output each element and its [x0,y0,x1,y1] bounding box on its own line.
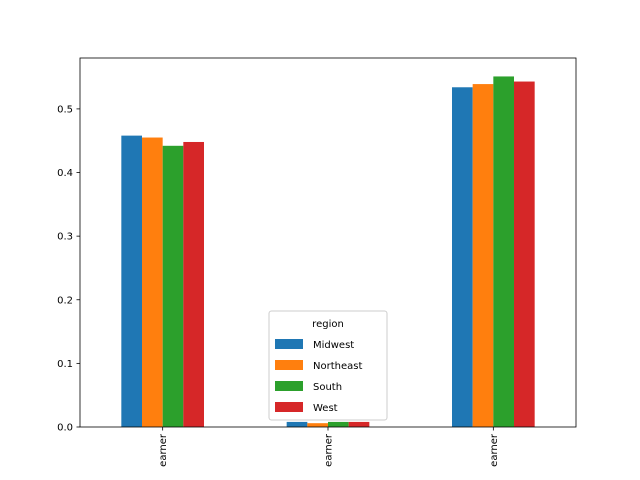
x-tick-label-2: earner [489,433,500,467]
y-tick-label-5: 0.5 [57,104,73,115]
x-tick-label-1: earner [324,433,335,467]
bar-northeast-2 [472,84,494,427]
y-tick-label-0: 0.0 [57,423,73,434]
legend-swatch-south [275,381,303,391]
bar-northeast-0 [142,137,163,427]
legend-label-northeast: Northeast [313,361,362,372]
bar-northeast-1 [307,423,328,427]
bar-west-0 [183,141,204,428]
bar-midwest-2 [452,87,473,428]
y-tick-label-4: 0.4 [57,168,73,179]
legend-label-south: South [313,382,342,393]
legend: region Midwest Northeast South West [268,310,388,421]
bar-south-2 [493,76,514,427]
bar-south-0 [162,145,184,428]
legend-label-midwest: Midwest [313,340,354,351]
bar-midwest-0 [121,135,142,427]
bar-south-1 [328,421,349,427]
bar-west-1 [348,421,370,427]
legend-label-west: West [313,403,338,414]
y-tick-label-2: 0.2 [57,295,73,306]
bar-west-2 [514,81,535,427]
x-tick-label-0: earner [158,433,169,467]
y-tick-label-3: 0.3 [57,232,73,243]
legend-swatch-midwest [275,339,303,349]
bar-midwest-1 [286,421,308,427]
legend-swatch-northeast [275,360,303,370]
legend-title: region [312,319,344,330]
bars-layer [121,76,535,428]
legend-swatch-west [275,402,303,412]
y-tick-label-1: 0.1 [57,359,73,370]
legend-box [268,310,388,421]
axes-layer: 0.0 0.1 0.2 0.3 0.4 0.5 earner earner earner [57,57,577,467]
